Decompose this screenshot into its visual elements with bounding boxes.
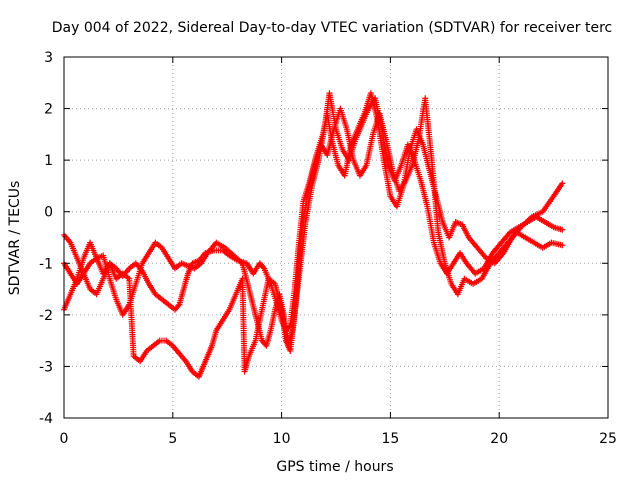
data-point bbox=[260, 264, 267, 271]
x-tick-label: 20 bbox=[490, 431, 508, 447]
series-track-3 bbox=[61, 95, 566, 380]
x-tick-label: 5 bbox=[168, 431, 177, 447]
x-tick-label: 0 bbox=[60, 431, 69, 447]
y-tick-label: 3 bbox=[44, 50, 53, 66]
y-axis-label: SDTVAR / TECUs bbox=[7, 181, 23, 296]
x-axis-label: GPS time / hours bbox=[276, 459, 393, 475]
data-points bbox=[61, 90, 566, 380]
x-tick-label: 25 bbox=[599, 431, 617, 447]
data-point bbox=[175, 302, 182, 309]
data-point bbox=[559, 180, 566, 187]
y-tick-label: -3 bbox=[39, 359, 53, 375]
chart-title: Day 004 of 2022, Sidereal Day-to-day VTE… bbox=[52, 20, 612, 36]
data-point bbox=[559, 226, 566, 233]
series-track-2 bbox=[61, 90, 566, 349]
plot-frame bbox=[63, 56, 609, 419]
y-tick-label: 2 bbox=[44, 102, 53, 118]
x-tick-label: 15 bbox=[381, 431, 399, 447]
data-point bbox=[559, 242, 566, 249]
axis-ticks: 0 5 10 15 20 25 -4 -3 -2 -1 0 1 2 3 bbox=[39, 50, 617, 447]
y-tick-label: 1 bbox=[44, 153, 53, 169]
y-tick-label: -4 bbox=[39, 411, 53, 427]
y-tick-label: 0 bbox=[44, 205, 53, 221]
y-tick-label: -1 bbox=[39, 256, 53, 272]
y-tick-label: -2 bbox=[39, 308, 53, 324]
x-tick-label: 10 bbox=[273, 431, 291, 447]
